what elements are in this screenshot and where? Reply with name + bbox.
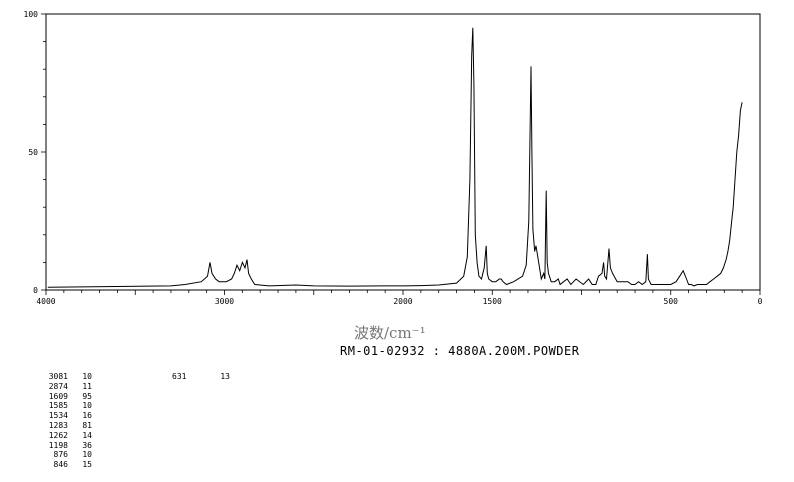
peak-table-row: 846 15: [46, 460, 92, 470]
peak-intensity: 36: [82, 440, 92, 450]
peak-wavenumber: 876: [53, 450, 68, 460]
peak-table-row: 631 13: [172, 372, 230, 382]
peak-intensity: 10: [82, 450, 92, 460]
peak-table-row: 1585 10: [46, 401, 92, 411]
peak-table-row: 1283 81: [46, 421, 92, 431]
x-tick-label: 4000: [36, 297, 55, 306]
peak-table-row: 1262 14: [46, 431, 92, 441]
peak-wavenumber: 1585: [48, 401, 68, 411]
peak-table-row: 2874 11: [46, 382, 92, 392]
x-tick-label: 500: [664, 297, 679, 306]
peak-intensity: 14: [82, 430, 92, 440]
peak-wavenumber: 1609: [48, 391, 68, 401]
peak-intensity: 81: [82, 420, 92, 430]
peak-wavenumber: 1283: [48, 420, 68, 430]
peak-intensity: 16: [82, 411, 92, 421]
axis-tick-labels: 4000 3000 2000 1500 500 0 0 50 100: [24, 10, 763, 306]
peak-table-row: 1609 95: [46, 392, 92, 402]
x-tick-label: 0: [758, 297, 763, 306]
y-tick-label: 0: [33, 286, 38, 295]
x-tick-label: 1500: [483, 297, 502, 306]
peak-wavenumber: 1262: [48, 430, 68, 440]
peak-table-right: 631 13: [172, 372, 230, 382]
peak-wavenumber: 1534: [48, 411, 68, 421]
peak-intensity: 13: [220, 372, 230, 381]
axis-ticks: [41, 13, 761, 295]
spectrum-series-line: [47, 27, 743, 288]
peak-table-row: 1534 16: [46, 411, 92, 421]
peak-wavenumber: 1198: [48, 440, 68, 450]
peak-table-left: 3081 10 2874 11 1609 95 1585 10 1534 16 1283 81 1262…: [46, 372, 92, 470]
peak-table-row: 3081 10: [46, 372, 92, 382]
peak-wavenumber: 846: [53, 460, 68, 470]
y-tick-label: 100: [24, 10, 39, 19]
x-tick-label: 2000: [393, 297, 412, 306]
peak-intensity: 10: [82, 372, 92, 381]
sample-subtitle: RM-01-02932 : 4880A.200M.POWDER: [340, 344, 580, 358]
peak-wavenumber: 3081: [48, 372, 68, 381]
peak-intensity: 15: [82, 460, 92, 470]
peak-intensity: 95: [82, 391, 92, 401]
peak-table-row: 1198 36: [46, 441, 92, 451]
plot-frame: [45, 13, 761, 291]
peak-intensity: 10: [82, 401, 92, 411]
spectrum-chart: 4000 3000 2000 1500 500 0 0 50 100: [24, 10, 763, 306]
peak-wavenumber: 2874: [48, 381, 68, 391]
x-tick-label: 3000: [215, 297, 234, 306]
peak-table-row: 876 10: [46, 450, 92, 460]
y-tick-label: 50: [28, 148, 38, 157]
peak-intensity: 11: [82, 381, 92, 391]
peak-wavenumber: 631: [172, 372, 187, 381]
x-axis-label: 波数/cm⁻¹: [354, 324, 426, 342]
